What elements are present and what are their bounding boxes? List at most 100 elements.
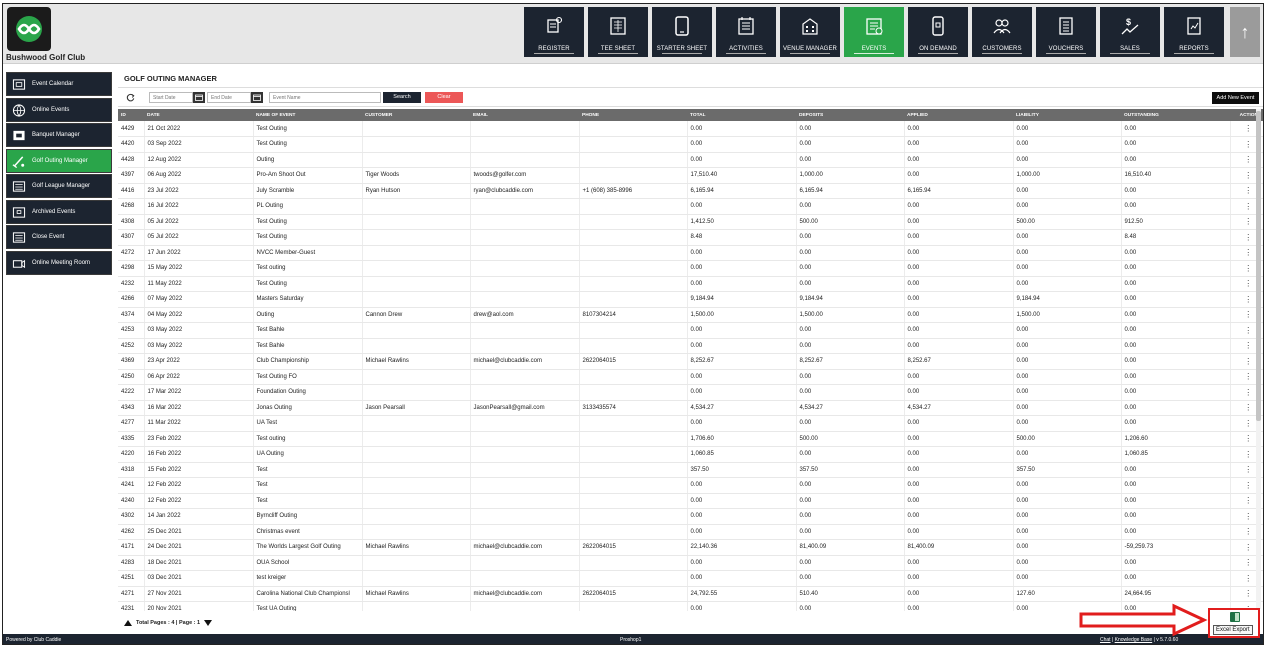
- nav-vouchers-button[interactable]: VOUCHERS: [1036, 7, 1096, 57]
- row-action-menu-icon[interactable]: ⋮: [1230, 229, 1263, 246]
- row-action-menu-icon[interactable]: ⋮: [1230, 524, 1263, 540]
- row-action-menu-icon[interactable]: ⋮: [1230, 400, 1263, 416]
- row-action-menu-icon[interactable]: ⋮: [1230, 214, 1263, 230]
- nav-starter-sheet-button[interactable]: STARTER SHEET: [652, 7, 712, 57]
- nav-activities-button[interactable]: ACTIVITIES: [716, 7, 776, 57]
- clear-button[interactable]: Clear: [425, 92, 463, 103]
- row-action-menu-icon[interactable]: ⋮: [1230, 307, 1263, 323]
- sidebar-item-archived-events[interactable]: Archived Events: [6, 199, 112, 224]
- table-row[interactable]: 4369 23 Apr 2022 Club Championship Michael …: [118, 353, 1263, 370]
- start-date-calendar-icon[interactable]: [193, 92, 205, 103]
- nav-events-button[interactable]: EVENTS: [844, 7, 904, 57]
- table-row[interactable]: 4232 11 May 2022 Test Outing 0.00 0.00 0.00 0.…: [118, 276, 1263, 292]
- scrollbar-thumb[interactable]: [1256, 111, 1261, 421]
- table-row[interactable]: 4272 17 Jun 2022 NVCC Member-Guest 0.00 0.00…: [118, 245, 1263, 261]
- row-action-menu-icon[interactable]: ⋮: [1230, 167, 1263, 184]
- table-row[interactable]: 4397 06 Aug 2022 Pro-Am Shoot Out Tiger Woo…: [118, 167, 1263, 184]
- table-row[interactable]: 4420 03 Sep 2022 Test Outing 0.00 0.00 0.00 0.…: [118, 136, 1263, 153]
- row-action-menu-icon[interactable]: ⋮: [1230, 136, 1263, 153]
- row-action-menu-icon[interactable]: ⋮: [1230, 291, 1263, 308]
- row-action-menu-icon[interactable]: ⋮: [1230, 431, 1263, 447]
- refresh-icon[interactable]: [126, 93, 135, 102]
- table-row[interactable]: 4429 21 Oct 2022 Test Outing 0.00 0.00 0.00 0.…: [118, 121, 1263, 137]
- column-header-customer[interactable]: CUSTOMER: [362, 109, 470, 121]
- row-action-menu-icon[interactable]: ⋮: [1230, 353, 1263, 370]
- table-row[interactable]: 4302 14 Jan 2022 Byrncliff Outing 0.00 0.00 0…: [118, 508, 1263, 525]
- table-row[interactable]: 4318 15 Feb 2022 Test 357.50 357.50 0.00 357.5…: [118, 462, 1263, 478]
- sidebar-item-close-event[interactable]: Close Event: [6, 225, 112, 249]
- table-row[interactable]: 4428 12 Aug 2022 Outing 0.00 0.00 0.00 0.00 0.0…: [118, 152, 1263, 168]
- row-action-menu-icon[interactable]: ⋮: [1230, 586, 1263, 602]
- end-date-input[interactable]: [207, 92, 251, 103]
- table-row[interactable]: 4271 27 Nov 2021 Carolina National Club Ch…: [118, 586, 1263, 602]
- add-new-event-button[interactable]: Add New Event: [1212, 92, 1259, 104]
- next-page-icon[interactable]: [204, 620, 213, 626]
- table-row[interactable]: 4252 03 May 2022 Test Bahle 0.00 0.00 0.00 0.0…: [118, 338, 1263, 354]
- row-action-menu-icon[interactable]: ⋮: [1230, 260, 1263, 277]
- nav-on-demand-button[interactable]: ON DEMAND: [908, 7, 968, 57]
- row-action-menu-icon[interactable]: ⋮: [1230, 508, 1263, 525]
- row-action-menu-icon[interactable]: ⋮: [1230, 198, 1263, 215]
- column-header-email[interactable]: EMAIL: [470, 109, 579, 121]
- row-action-menu-icon[interactable]: ⋮: [1230, 276, 1263, 292]
- event-name-input[interactable]: [269, 92, 381, 103]
- table-row[interactable]: 4253 03 May 2022 Test Bahle 0.00 0.00 0.00 0.0…: [118, 322, 1263, 339]
- row-action-menu-icon[interactable]: ⋮: [1230, 322, 1263, 339]
- row-action-menu-icon[interactable]: ⋮: [1230, 384, 1263, 401]
- row-action-menu-icon[interactable]: ⋮: [1230, 570, 1263, 587]
- row-action-menu-icon[interactable]: ⋮: [1230, 369, 1263, 385]
- knowledge-base-link[interactable]: Knowledge Base: [1114, 637, 1153, 643]
- column-header-liability[interactable]: LIABILITY: [1013, 109, 1121, 121]
- column-header-applied[interactable]: APPLIED: [904, 109, 1013, 121]
- previous-page-icon[interactable]: [124, 620, 132, 626]
- excel-icon[interactable]: [1230, 612, 1240, 622]
- search-button[interactable]: Search: [383, 92, 421, 103]
- row-action-menu-icon[interactable]: ⋮: [1230, 152, 1263, 168]
- sidebar-item-online-events[interactable]: Online Events: [6, 97, 112, 122]
- nav-sales-button[interactable]: $ SALES: [1100, 7, 1160, 57]
- sidebar-item-golf-outing-manager[interactable]: Golf Outing Manager: [6, 148, 112, 173]
- table-row[interactable]: 4251 03 Dec 2021 test kreiger 0.00 0.00 0.00 0…: [118, 570, 1263, 587]
- sidebar-item-event-calendar[interactable]: Event Calendar: [6, 72, 112, 96]
- table-row[interactable]: 4220 16 Feb 2022 UA Outing 1,060.85 0.00 0.00…: [118, 446, 1263, 463]
- table-scrollbar[interactable]: [1256, 109, 1261, 609]
- row-action-menu-icon[interactable]: ⋮: [1230, 555, 1263, 571]
- table-row[interactable]: 4266 07 May 2022 Masters Saturday 9,184.94 9…: [118, 291, 1263, 308]
- sidebar-item-golf-league-manager[interactable]: Golf League Manager: [6, 174, 112, 198]
- table-row[interactable]: 4308 05 Jul 2022 Test Outing 1,412.50 500.00…: [118, 214, 1263, 230]
- end-date-calendar-icon[interactable]: [251, 92, 263, 103]
- nav-customers-button[interactable]: CUSTOMERS: [972, 7, 1032, 57]
- sidebar-item-online-meeting-room[interactable]: Online Meeting Room: [6, 250, 112, 275]
- row-action-menu-icon[interactable]: ⋮: [1230, 245, 1263, 261]
- row-action-menu-icon[interactable]: ⋮: [1230, 462, 1263, 478]
- table-row[interactable]: 4374 04 May 2022 Outing Cannon Drew drew@aol…: [118, 307, 1263, 323]
- chat-link[interactable]: Chat: [1100, 637, 1111, 643]
- start-date-input[interactable]: [149, 92, 193, 103]
- club-caddie-logo[interactable]: [7, 7, 51, 51]
- table-row[interactable]: 4416 23 Jul 2022 July Scramble Ryan Hutson r…: [118, 183, 1263, 199]
- table-row[interactable]: 4240 12 Feb 2022 Test 0.00 0.00 0.00 0.00 0.00 ⋮: [118, 493, 1263, 509]
- table-row[interactable]: 4343 16 Mar 2022 Jonas Outing Jason Pearsal…: [118, 400, 1263, 416]
- nav-venue-manager-button[interactable]: VENUE MANAGER: [780, 7, 840, 57]
- row-action-menu-icon[interactable]: ⋮: [1230, 338, 1263, 354]
- column-header-phone[interactable]: PHONE: [579, 109, 687, 121]
- table-row[interactable]: 4171 24 Dec 2021 The Worlds Largest Golf O…: [118, 539, 1263, 556]
- nav-tee-sheet-button[interactable]: TEE SHEET: [588, 7, 648, 57]
- column-header-action[interactable]: ACTION: [1230, 109, 1263, 121]
- table-row[interactable]: 4262 25 Dec 2021 Christmas event 0.00 0.00 0.…: [118, 524, 1263, 540]
- row-action-menu-icon[interactable]: ⋮: [1230, 415, 1263, 432]
- column-header-id[interactable]: ID: [118, 109, 144, 121]
- column-header-deposits[interactable]: DEPOSITS: [796, 109, 904, 121]
- table-row[interactable]: 4283 18 Dec 2021 OUA School 0.00 0.00 0.00 0.0…: [118, 555, 1263, 571]
- row-action-menu-icon[interactable]: ⋮: [1230, 601, 1263, 611]
- table-row[interactable]: 4335 23 Feb 2022 Test outing 1,706.60 500.00…: [118, 431, 1263, 447]
- row-action-menu-icon[interactable]: ⋮: [1230, 493, 1263, 509]
- table-row[interactable]: 4241 12 Feb 2022 Test 0.00 0.00 0.00 0.00 0.00 ⋮: [118, 477, 1263, 494]
- table-row[interactable]: 4298 15 May 2022 Test outing 0.00 0.00 0.00 0.…: [118, 260, 1263, 277]
- row-action-menu-icon[interactable]: ⋮: [1230, 446, 1263, 463]
- column-header-name-of-event[interactable]: NAME OF EVENT: [253, 109, 362, 121]
- column-header-outstanding[interactable]: OUTSTANDING: [1121, 109, 1230, 121]
- sidebar-item-banquet-manager[interactable]: Banquet Manager: [6, 123, 112, 147]
- row-action-menu-icon[interactable]: ⋮: [1230, 539, 1263, 556]
- table-row[interactable]: 4222 17 Mar 2022 Foundation Outing 0.00 0.00…: [118, 384, 1263, 401]
